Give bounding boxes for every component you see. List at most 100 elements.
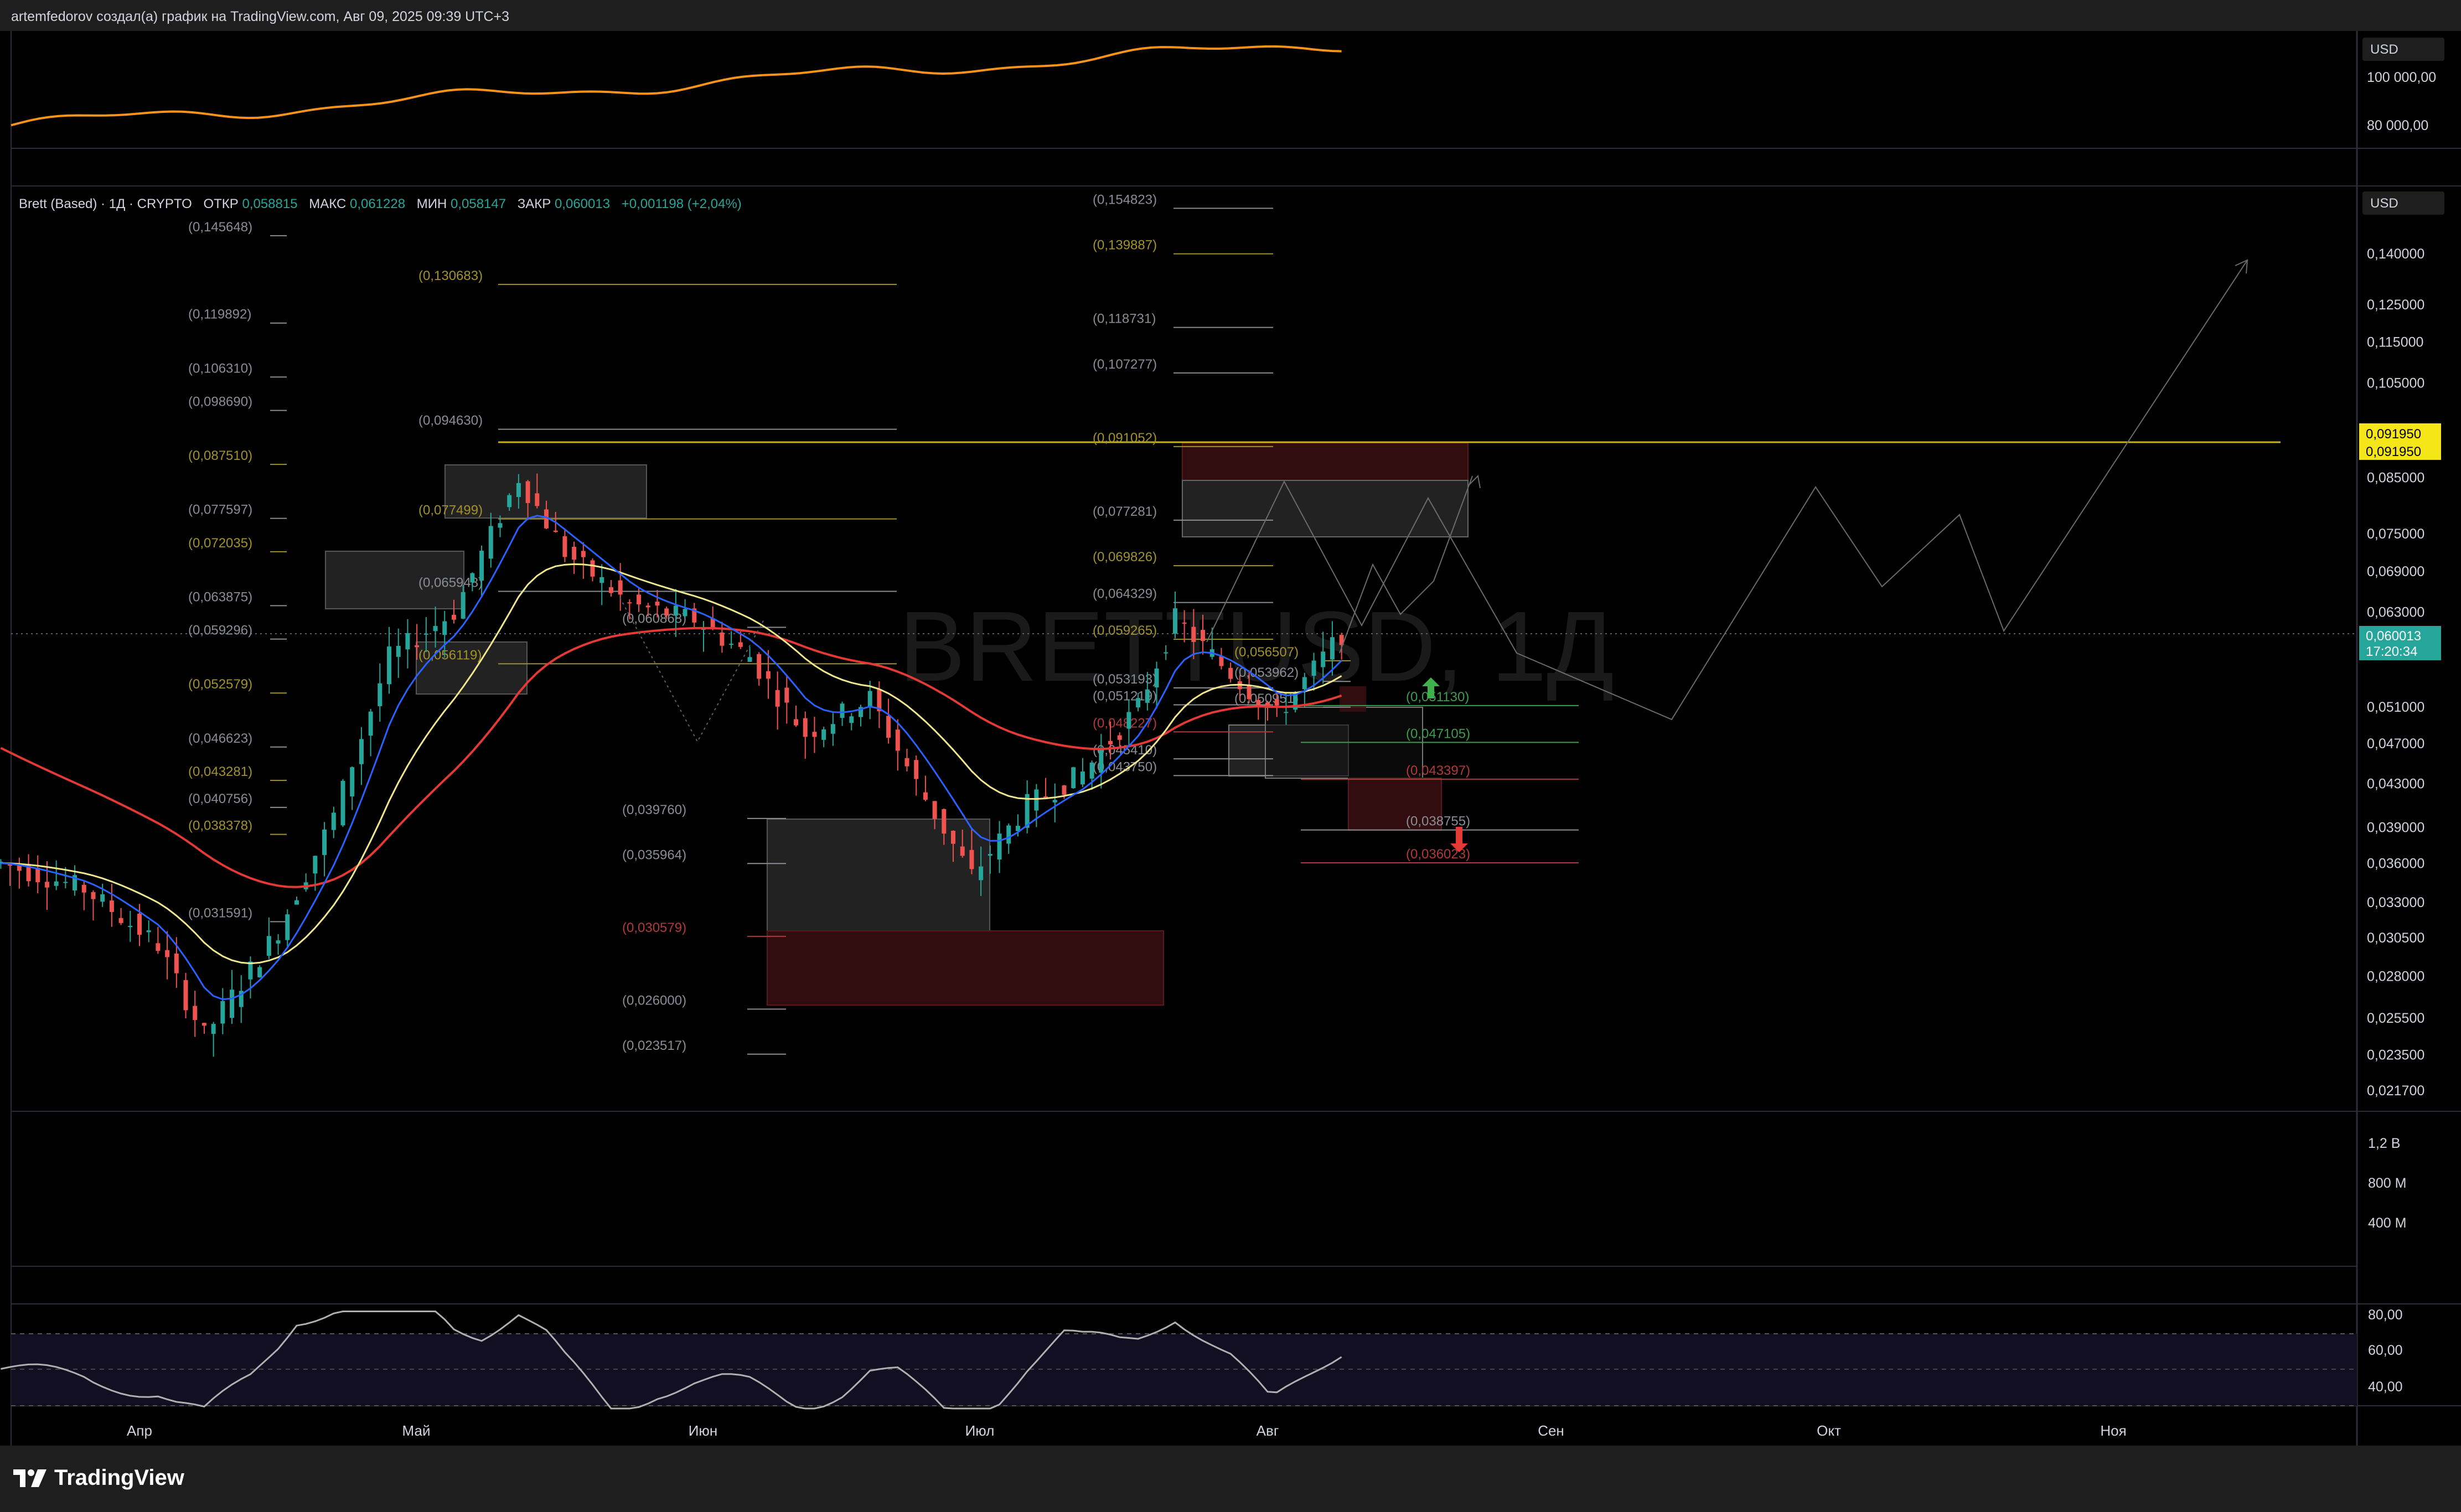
candle-body: [1247, 685, 1252, 700]
candle-body: [257, 967, 262, 977]
chart-canvas[interactable]: BRETTUSD, 1Д USD 100 000,00 80 000,00 Br…: [0, 0, 2461, 1446]
candle-body: [932, 801, 937, 819]
fib-level-label: (0,059296): [188, 623, 252, 638]
candle-body: [128, 925, 133, 928]
candle-body: [951, 831, 956, 844]
candle-body: [895, 729, 900, 751]
candle-body: [100, 894, 105, 902]
legend-symbol: Brett (Based) · 1Д · CRYPTO: [19, 196, 192, 211]
price-axis-tick: 0,075000: [2367, 526, 2424, 542]
candle-body: [701, 628, 706, 630]
time-label-nov: Ноя: [2100, 1422, 2126, 1439]
fib-level-label: (0,031591): [188, 905, 252, 920]
candle-body: [1154, 668, 1159, 687]
candle-body: [637, 594, 642, 605]
candle-body: [757, 654, 762, 679]
projection-path[interactable]: [1206, 260, 2248, 721]
fib-level-label: (0,030579): [622, 920, 686, 935]
candle-body: [183, 980, 188, 1011]
candle-body: [535, 493, 540, 506]
candle-body: [803, 718, 808, 737]
fib-level-label: (0,038755): [1406, 814, 1470, 829]
candle-body: [54, 881, 59, 886]
chart-attribution: artemfedorov создал(а) график на Trading…: [11, 9, 510, 24]
fib-level-label: (0,039760): [622, 802, 686, 817]
price-axis-tick: 0,028000: [2367, 969, 2424, 984]
candle-body: [211, 1024, 216, 1034]
candle-body: [442, 621, 447, 635]
candle-body: [81, 884, 86, 893]
candle-body: [692, 608, 697, 623]
candle-body: [1339, 635, 1344, 645]
fib-level-label: (0,119892): [188, 307, 251, 322]
price-axis-tick: 0,021700: [2367, 1083, 2424, 1099]
chart-watermark: BRETTUSD, 1Д: [899, 591, 1614, 702]
candle-body: [433, 626, 438, 631]
main-currency-box[interactable]: [2362, 191, 2444, 215]
rsi-tick-3: 40,00: [2368, 1379, 2403, 1395]
price-axis-tick: 0,043000: [2367, 776, 2424, 791]
projection-path[interactable]: [1339, 475, 1473, 654]
candle-body: [359, 739, 364, 764]
candle-body: [904, 758, 909, 767]
rsi-tick-2: 60,00: [2368, 1343, 2403, 1358]
candle-body: [174, 954, 179, 974]
candle-body: [1201, 630, 1206, 641]
candle-body: [1015, 826, 1020, 831]
candle-body: [1274, 700, 1279, 706]
candle-body: [942, 809, 947, 834]
candle-body: [812, 732, 817, 737]
candle-body: [285, 914, 290, 940]
candle-body: [553, 530, 558, 532]
candle-body: [1330, 637, 1335, 660]
fib-level-label: (0,064329): [1093, 587, 1157, 602]
rsi-line: [1, 1311, 1342, 1410]
candle-body: [581, 551, 586, 557]
candle-body: [1302, 677, 1307, 690]
candle-body: [1089, 762, 1094, 779]
up-arrow-icon: [1422, 677, 1440, 698]
candle-body: [91, 892, 96, 899]
candle-body: [294, 900, 299, 905]
fib-level-label: (0,077597): [188, 503, 252, 517]
level-tag-text-1: 0,091950: [2366, 427, 2421, 442]
fib-level-label: (0,077499): [418, 503, 483, 518]
candle-body: [1025, 794, 1030, 828]
candle-body: [35, 867, 40, 883]
candle-body: [201, 1023, 206, 1026]
candle-body: [1191, 626, 1196, 642]
zone-box-red: [1348, 778, 1442, 831]
top-currency-box[interactable]: [2362, 38, 2444, 61]
candle-body: [1052, 800, 1057, 802]
candle-body: [488, 526, 493, 559]
tradingview-logo[interactable]: TradingView: [13, 1466, 184, 1490]
fib-level-label: (0,154823): [1093, 192, 1157, 207]
candles: [0, 473, 1344, 1057]
price-axis-tick: 0,051000: [2367, 700, 2424, 715]
zone-box: [767, 819, 990, 931]
candle-body: [193, 1006, 198, 1021]
price-axis[interactable]: USD 0,140000 0,125000 0,115000 0,105000 0,08…: [2359, 191, 2444, 1099]
price-axis-tick: 0,036000: [2367, 856, 2424, 871]
legend-change: +0,001198 (+2,04%): [622, 196, 742, 211]
fib-level-label: (0,145648): [188, 220, 252, 235]
candle-body: [599, 577, 604, 583]
candle-body: [8, 864, 13, 866]
fib-level-label: (0,091052): [1093, 431, 1157, 446]
price-axis-tick: 0,025500: [2367, 1011, 2424, 1026]
fib-level-label: (0,040756): [188, 791, 252, 806]
fib-level-label: (0,118731): [1093, 312, 1156, 327]
price-axis-tick: 0,105000: [2367, 375, 2424, 391]
legend-high: 0,061228: [350, 196, 405, 211]
candle-body: [461, 592, 466, 619]
candle-body: [248, 961, 253, 980]
svg-text:Brett (Based) · 1Д · CRYPTO: Brett (Based) · 1Д · CRYPTO ОТКР 0,05881…: [19, 196, 742, 211]
time-axis[interactable]: Апр Май Июн Июл Авг Сен Окт Ноя: [127, 1422, 2127, 1439]
candle-body: [738, 642, 743, 647]
fib-level-label: (0,056119): [418, 648, 482, 662]
fib-level-label: (0,053193): [1093, 672, 1157, 687]
rsi-tick-1: 80,00: [2368, 1307, 2403, 1323]
projection-arrowhead: [2235, 259, 2248, 274]
time-label-may: Май: [402, 1422, 431, 1439]
legend-low: 0,058147: [451, 196, 506, 211]
